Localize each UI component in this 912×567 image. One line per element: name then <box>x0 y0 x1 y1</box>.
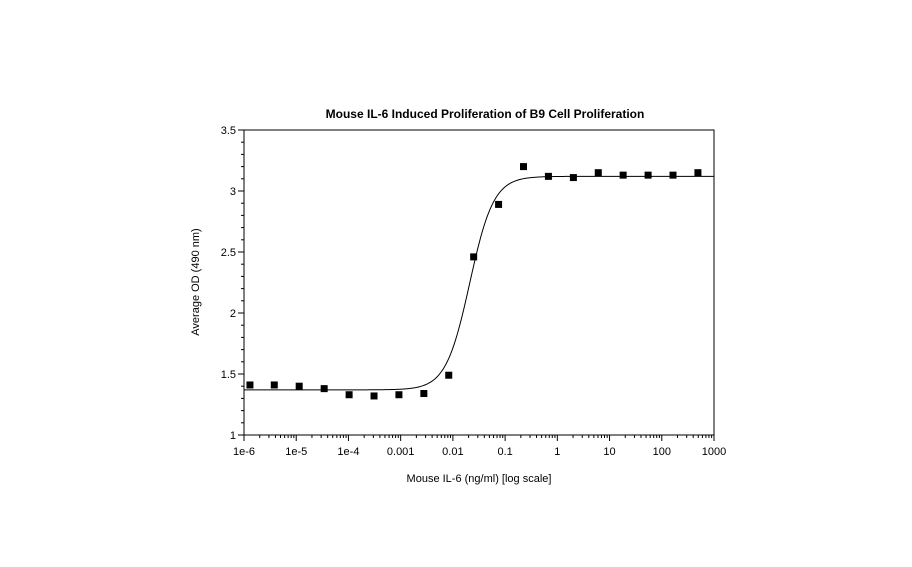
y-tick-label: 2 <box>230 308 236 320</box>
x-tick-label: 0.01 <box>442 446 463 458</box>
x-tick-label: 100 <box>653 446 671 458</box>
data-point <box>520 163 528 171</box>
chart-title: Mouse IL-6 Induced Proliferation of B9 C… <box>326 107 645 121</box>
y-axis-label: Average OD (490 nm) <box>190 228 202 335</box>
data-point <box>295 382 303 390</box>
x-tick-label: 1 <box>554 446 560 458</box>
data-point <box>669 171 677 179</box>
y-tick-label: 1 <box>230 430 236 442</box>
y-tick-label: 3.5 <box>221 125 236 137</box>
x-tick-label: 1000 <box>702 446 726 458</box>
data-point <box>694 169 702 177</box>
x-axis: 1e-6 1e-5 1e-4 0.001 0.01 0.1 1 10 100 1000 <box>233 435 726 458</box>
x-axis-label: Mouse IL-6 (ng/ml) [log scale] <box>407 473 552 485</box>
data-point <box>594 169 602 177</box>
data-point <box>395 391 403 399</box>
x-tick-label: 10 <box>603 446 615 458</box>
data-point <box>370 392 378 400</box>
data-point <box>495 200 503 208</box>
x-tick-label: 0.001 <box>387 446 415 458</box>
data-point <box>420 390 428 398</box>
x-tick-label: 1e-6 <box>233 446 255 458</box>
data-point <box>445 371 453 379</box>
x-tick-label: 0.1 <box>497 446 512 458</box>
data-point <box>644 171 652 179</box>
data-point <box>544 172 552 180</box>
data-point <box>569 174 577 182</box>
fit-curve <box>244 175 714 391</box>
data-point <box>345 391 353 399</box>
y-tick-label: 3 <box>230 186 236 198</box>
y-tick-label: 2.5 <box>221 247 236 259</box>
y-axis: 1 1.5 2 2.5 3 3.5 <box>221 125 244 442</box>
plot-frame <box>243 129 715 436</box>
data-point <box>619 171 627 179</box>
data-point <box>270 381 278 389</box>
data-point <box>320 385 328 393</box>
y-tick-label: 1.5 <box>221 369 236 381</box>
x-tick-label: 1e-4 <box>337 446 359 458</box>
x-tick-label: 1e-5 <box>285 446 307 458</box>
data-point <box>470 253 478 261</box>
data-point <box>246 381 254 389</box>
data-points <box>246 163 702 400</box>
